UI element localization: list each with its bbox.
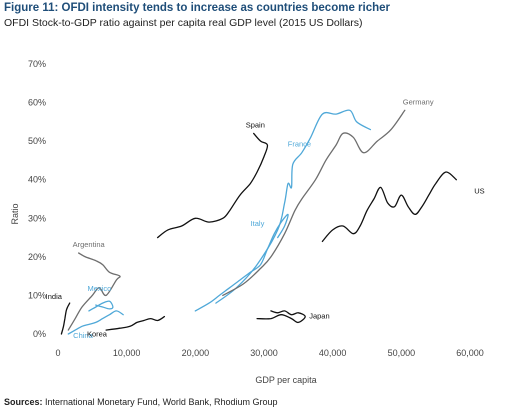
y-tick-label: 70% <box>28 59 46 69</box>
series-line-india <box>60 302 71 335</box>
y-tick-label: 50% <box>28 136 46 146</box>
series-label-china: China <box>73 331 93 340</box>
figure-title: Figure 11: OFDI intensity tends to incre… <box>4 2 391 14</box>
x-tick-label: 20,000 <box>182 348 210 358</box>
y-tick-label: 30% <box>28 213 46 223</box>
y-tick-label: 20% <box>28 252 46 262</box>
series-label-spain: Spain <box>246 120 265 129</box>
series-label-argentina: Argentina <box>73 240 106 249</box>
source-note: Sources: International Monetary Fund, Wo… <box>4 397 277 407</box>
series-line-mexico <box>88 300 114 312</box>
source-label: Sources: <box>4 397 43 407</box>
y-tick-label: 0% <box>33 329 46 339</box>
series-label-france: France <box>288 140 311 149</box>
x-tick-label: 40,000 <box>319 348 347 358</box>
y-tick-label: 60% <box>28 98 46 108</box>
series-line-germany <box>222 109 406 297</box>
series-line-spain <box>156 132 269 239</box>
series-line-france <box>215 109 372 304</box>
series-label-india: India <box>46 292 63 301</box>
x-axis-label: GDP per capita <box>255 375 316 385</box>
x-axis-ticks: 0 10,000 20,000 30,000 40,000 50,000 60,000 <box>55 348 483 358</box>
y-axis-label: Ratio <box>10 203 20 224</box>
series-label-italy: Italy <box>251 219 265 228</box>
series-label-us: US <box>474 187 484 196</box>
source-text: International Monetary Fund, World Bank,… <box>45 397 278 407</box>
series-line-argentina <box>67 252 121 331</box>
x-tick-label: 10,000 <box>113 348 141 358</box>
series-line-us <box>321 171 457 243</box>
y-tick-label: 10% <box>28 290 46 300</box>
series-label-japan: Japan <box>309 312 329 321</box>
series-line-italy <box>194 213 289 312</box>
series-label-germany: Germany <box>403 97 434 106</box>
series-label-mexico: Mexico <box>88 284 112 293</box>
series-line-china <box>67 310 124 335</box>
series-line-japan <box>256 310 306 324</box>
x-tick-label: 60,000 <box>456 348 484 358</box>
ofdi-line-chart: 0% 10% 20% 30% 40% 50% 60% 70% 0 10,000 20,000 30,… <box>10 59 485 385</box>
y-tick-label: 40% <box>28 175 46 185</box>
x-tick-label: 50,000 <box>388 348 416 358</box>
series-lines <box>60 109 457 335</box>
series-labels: France Germany US Spain Italy Japan Argentina M… <box>46 97 485 340</box>
x-tick-label: 30,000 <box>250 348 278 358</box>
figure-subtitle: OFDI Stock-to-GDP ratio against per capi… <box>4 17 363 29</box>
y-axis-ticks: 0% 10% 20% 30% 40% 50% 60% 70% <box>28 59 46 339</box>
series-label-korea: Korea <box>87 329 108 338</box>
x-tick-label: 0 <box>55 348 60 358</box>
series-line-korea <box>105 315 166 331</box>
